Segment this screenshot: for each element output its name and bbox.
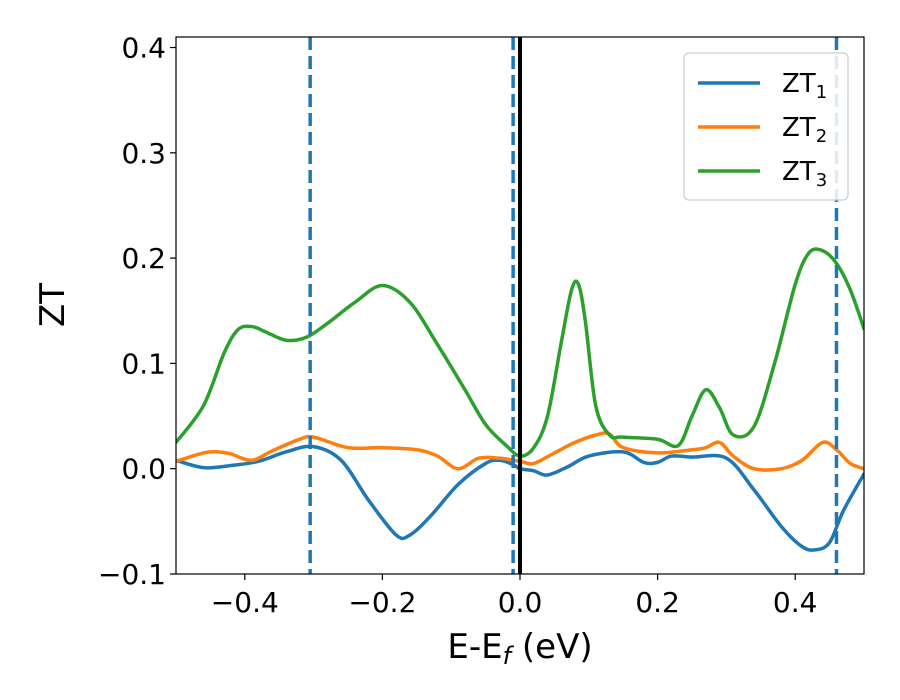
x-tick-label: 0.0 (498, 586, 543, 619)
x-tick-label: −0.4 (211, 586, 279, 619)
legend-label-1: ZT1 (782, 69, 827, 103)
y-tick-label: −0.1 (98, 558, 166, 591)
x-axis-label-main: E-E (447, 627, 502, 667)
legend-box (683, 52, 849, 201)
x-axis-label-unit: (eV) (511, 627, 593, 667)
legend-label-3: ZT3 (782, 157, 827, 191)
y-tick-label: 0.4 (121, 32, 166, 65)
x-tick-label: 0.2 (635, 586, 680, 619)
plot-clip-group (176, 37, 864, 574)
y-tick-label: 0.0 (121, 453, 166, 486)
legend: ZT1 ZT2 ZT3 (683, 52, 849, 201)
x-tick-label: 0.4 (773, 586, 818, 619)
series-line-2 (176, 431, 864, 472)
series-line-1 (176, 444, 864, 552)
series-line-3 (176, 247, 864, 458)
y-tick-label: 0.1 (121, 347, 166, 380)
y-tick-label: 0.2 (121, 242, 166, 275)
x-axis-label: E-Ef (eV) (447, 627, 592, 670)
axes: −0.4 −0.2 0.0 0.2 0.4 −0.1 0.0 0.1 0.2 0.3 0.4 (98, 32, 865, 619)
legend-label-2: ZT2 (782, 113, 827, 147)
plot-area (176, 37, 864, 574)
y-tick-label: 0.3 (121, 137, 166, 170)
x-tick-label: −0.2 (348, 586, 416, 619)
y-axis-label: ZT (33, 283, 73, 327)
